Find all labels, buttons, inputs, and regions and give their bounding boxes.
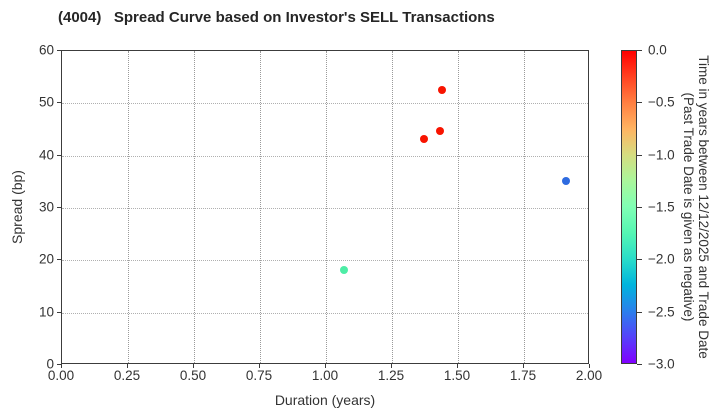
colorbar-label-line1: Time in years between 12/12/2025 and Tra… [696,55,712,359]
colorbar-tick-mark [637,259,642,261]
grid-hline [62,312,588,314]
x-tick-mark [589,364,590,368]
grid-vline [128,51,129,363]
colorbar-tick-label: 0.0 [648,42,667,58]
y-tick-mark [57,311,61,313]
colorbar-tick-label: −1.0 [648,147,675,163]
grid-hline [62,208,588,209]
x-tick-mark [61,364,62,368]
grid-hline [62,260,588,262]
x-tick-label: 0.50 [179,368,207,383]
colorbar-tick-mark [637,102,642,104]
grid-hline [62,155,588,157]
y-axis-label: Spread (bp) [9,170,25,244]
y-tick-label: 50 [38,94,54,110]
x-tick-label: 0.75 [245,368,273,383]
x-tick-mark [127,364,128,368]
colorbar-tick-mark [637,207,642,208]
x-tick-mark [457,364,458,368]
grid-vline [392,51,393,363]
x-tick-label: 0.00 [47,368,75,383]
y-tick-label: 0 [46,356,54,372]
colorbar-tick-label: −2.5 [648,304,675,320]
scatter-point [340,266,349,275]
y-tick-label: 10 [38,304,54,320]
y-tick-label: 40 [38,147,54,163]
x-tick-label: 0.25 [113,368,141,383]
grid-hline [62,103,588,105]
y-tick-mark [57,50,61,51]
scatter-point [419,134,428,143]
grid-vline [260,51,261,363]
grid-vline [326,51,327,363]
x-tick-label: 2.00 [575,368,603,383]
y-tick-mark [57,207,61,208]
x-tick-mark [193,364,194,368]
scatter-point [435,126,444,135]
chart-title: (4004) Spread Curve based on Investor's … [58,9,495,26]
x-tick-mark [523,364,524,368]
y-tick-mark [57,259,61,261]
y-tick-label: 60 [38,42,54,58]
colorbar [621,50,637,364]
x-tick-mark [391,364,392,368]
colorbar-tick-mark [637,311,642,313]
colorbar-tick-mark [637,50,642,51]
x-tick-label: 1.25 [377,368,405,383]
x-tick-mark [325,364,326,368]
grid-vline [524,51,525,363]
x-tick-label: 1.00 [311,368,339,383]
y-tick-label: 30 [38,199,54,215]
colorbar-tick-mark [637,154,642,156]
x-axis-label: Duration (years) [274,392,376,408]
scatter-point [562,176,571,185]
grid-vline [458,51,459,363]
y-tick-mark [57,102,61,104]
colorbar-tick-label: −3.0 [648,356,675,372]
x-tick-label: 1.50 [443,368,471,383]
colorbar-tick-label: −2.0 [648,251,675,267]
colorbar-tick-label: −0.5 [648,94,675,110]
x-tick-mark [259,364,260,368]
y-tick-mark [57,154,61,156]
colorbar-label: Time in years between 12/12/2025 and Tra… [681,55,711,358]
y-tick-mark [57,364,61,365]
x-tick-label: 1.75 [509,368,537,383]
colorbar-label-line2: (Past Trade Date is given as negative) [681,92,696,322]
scatter-point [438,85,447,94]
plot-area [61,50,589,364]
colorbar-tick-label: −1.5 [648,199,675,215]
grid-vline [194,51,195,363]
colorbar-tick-mark [637,364,642,365]
y-tick-label: 20 [38,251,54,267]
